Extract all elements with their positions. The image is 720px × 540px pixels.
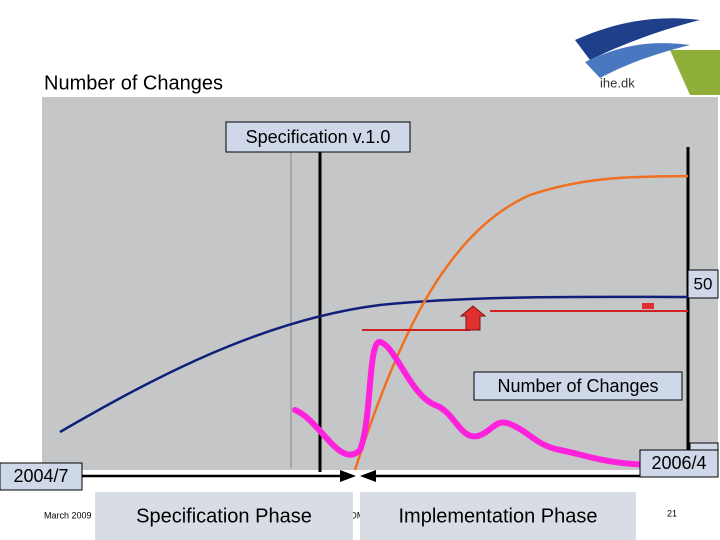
slide-title: Number of Changes	[44, 72, 223, 94]
changes-curve	[292, 339, 703, 468]
red-arrow	[459, 305, 487, 331]
footer-date: March 2009	[44, 510, 92, 520]
date-box	[639, 449, 719, 478]
changes-label: Number of Changes	[497, 376, 658, 396]
red-marker	[642, 303, 654, 309]
spec-box	[225, 121, 411, 153]
logo-wing	[575, 18, 700, 60]
logo-text: ihe.dk	[600, 75, 635, 90]
label-box	[687, 269, 719, 299]
plot-area	[42, 97, 718, 470]
timeline-arrow	[340, 470, 356, 482]
phase-label: Specification Phase	[136, 505, 312, 527]
page-number: 21	[667, 508, 677, 518]
phase-box	[95, 492, 353, 540]
end-date: 2006/4	[651, 453, 706, 473]
phase-box	[360, 492, 636, 540]
changes-box	[473, 371, 683, 401]
logo-vdm	[670, 50, 720, 95]
footer-title: Tools for VDM in Industry	[308, 510, 409, 520]
logo-wing	[585, 43, 690, 78]
start-date: 2004/7	[13, 466, 68, 486]
date-box	[0, 462, 83, 491]
spec-label: Specification v.1.0	[246, 127, 391, 147]
label-50: 50	[694, 274, 713, 293]
timeline-arrow	[360, 470, 376, 482]
phase-label: Implementation Phase	[398, 505, 597, 527]
navy-curve	[59, 295, 689, 434]
orange-curve	[353, 174, 689, 471]
